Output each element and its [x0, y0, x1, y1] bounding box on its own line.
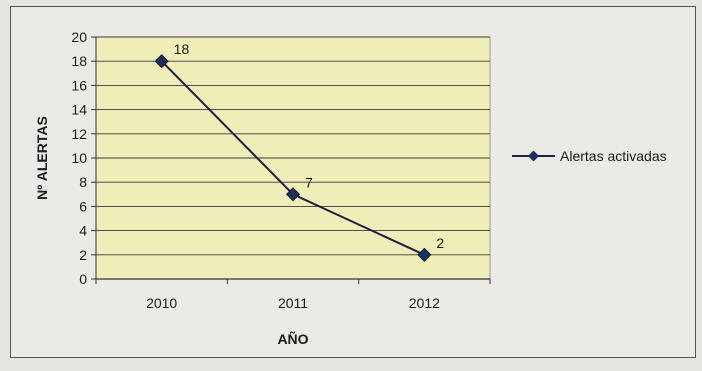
x-tick-labels: 2010 2011 2012	[146, 295, 440, 311]
y-tick-label: 20	[71, 29, 87, 45]
axes	[91, 36, 491, 284]
y-tick-labels: 0 2 4 6 8 10 12 14 16 18 20	[71, 29, 87, 287]
x-tick-label: 2012	[409, 295, 440, 311]
y-tick-label: 8	[79, 174, 87, 190]
data-label: 2	[436, 235, 444, 251]
data-point	[154, 54, 169, 69]
data-point	[285, 187, 301, 202]
data-point	[417, 247, 432, 262]
data-label: 7	[305, 174, 313, 190]
y-tick-label: 18	[71, 53, 87, 69]
legend: Alertas activadas	[512, 148, 667, 164]
x-tick-label: 2010	[146, 295, 177, 311]
y-tick-label: 0	[79, 271, 87, 287]
y-tick-label: 14	[71, 102, 87, 118]
y-tick-label: 12	[71, 126, 87, 142]
legend-label: Alertas activadas	[560, 148, 667, 164]
data-label: 18	[174, 41, 190, 57]
y-axis-title: Nº ALERTAS	[34, 116, 50, 200]
x-axis-title: AÑO	[277, 330, 308, 347]
y-tick-label: 10	[71, 150, 87, 166]
y-tick-label: 6	[79, 198, 87, 214]
y-tick-label: 2	[79, 247, 87, 263]
y-tick-label: 4	[79, 223, 87, 239]
x-tick-label: 2011	[278, 295, 308, 311]
legend-marker	[528, 150, 539, 162]
y-tick-label: 16	[71, 77, 87, 93]
grid-lines	[96, 36, 490, 256]
